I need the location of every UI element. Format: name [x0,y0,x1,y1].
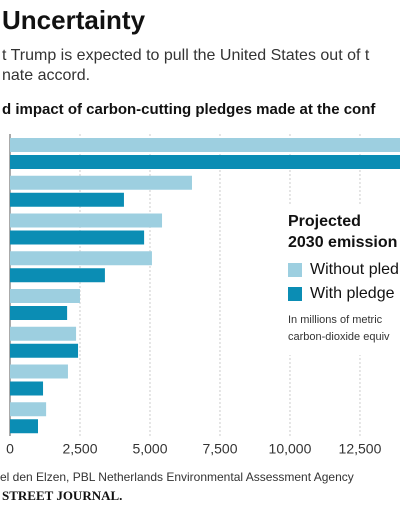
bar [10,419,38,434]
x-tick-label: 10,000 [269,441,312,457]
bar [10,268,105,283]
bar [10,192,124,207]
legend-title: Projected [288,213,361,230]
bar [10,364,68,379]
x-tick-label: 5,000 [132,441,167,457]
grid: 0 2,500 5,000 7,500 10,000 12,500 [6,134,382,457]
bar [10,326,77,341]
legend-swatch [288,263,302,277]
bar [10,213,163,228]
credit: STREET JOURNAL. [2,488,122,503]
bar [10,251,152,266]
bar [10,138,400,152]
legend-bg [282,205,400,355]
bars [10,138,400,434]
bar [10,343,79,358]
legend-title: 2030 emission [288,234,397,251]
legend-label: Without pled [310,261,399,278]
bar [10,402,47,417]
title: Uncertainty [2,5,146,35]
bar [10,306,68,320]
x-tick-label: 2,500 [62,441,97,457]
subtitle: t Trump is expected to pull the United S… [2,47,370,64]
x-tick-label: 7,500 [202,441,237,457]
x-tick-label: 12,500 [339,441,382,457]
bar [10,289,80,303]
source: el den Elzen, PBL Netherlands Environmen… [0,470,354,484]
legend-label: With pledge [310,285,395,302]
legend-note: carbon-dioxide equiv [288,331,390,343]
chart-title: d impact of carbon-cutting pledges made … [2,101,376,118]
subtitle: nate accord. [2,67,90,84]
bar [10,175,192,190]
bar [10,230,145,245]
bar [10,381,44,396]
legend-note: In millions of metric [288,314,383,326]
legend-swatch [288,287,302,301]
bar [10,155,400,169]
x-tick-label: 0 [6,441,14,457]
legend: Without pled With pledge [288,261,399,302]
